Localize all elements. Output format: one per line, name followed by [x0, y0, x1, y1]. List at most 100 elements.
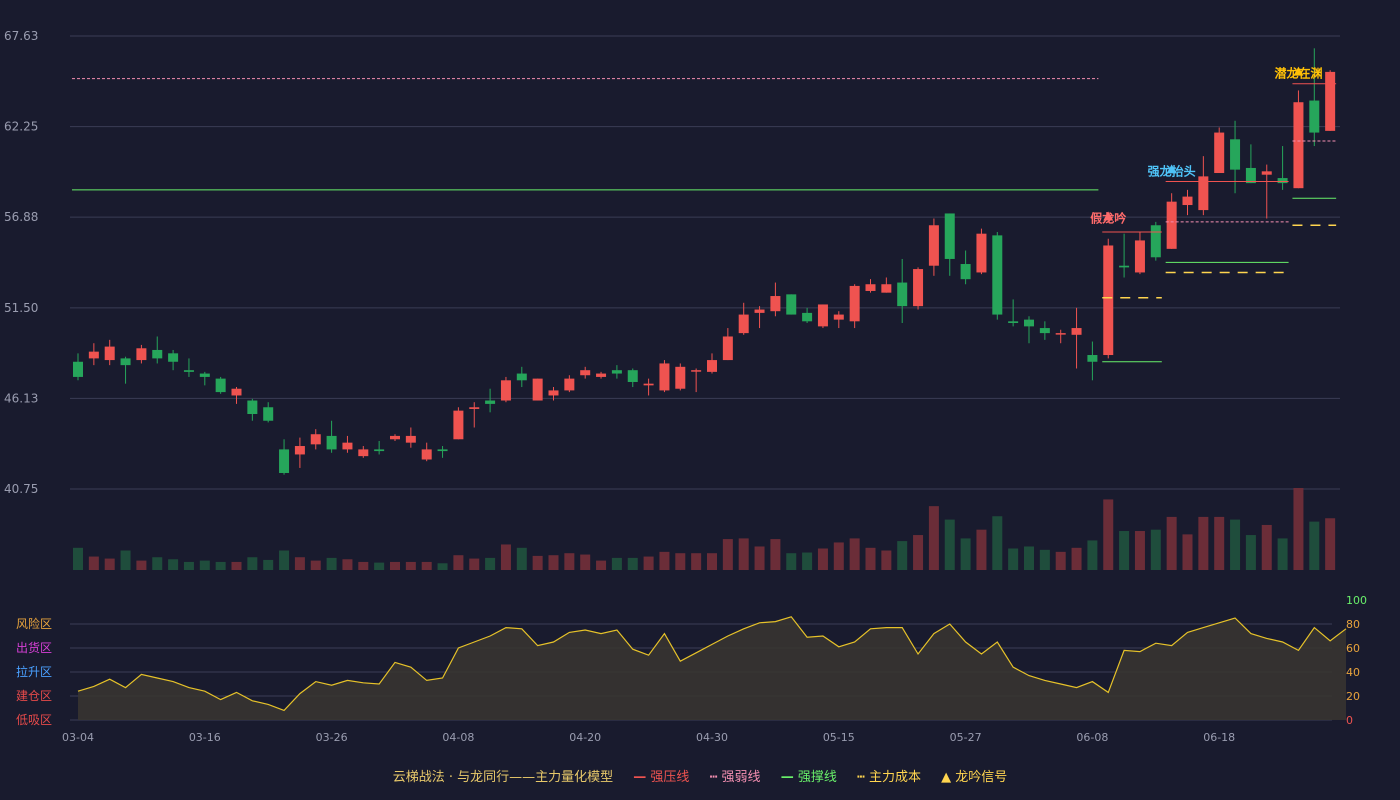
osc-tick-label: 100 [1346, 594, 1367, 607]
volume-bar [294, 557, 305, 570]
volume-bar [1214, 516, 1225, 570]
zone-label: 风险区 [16, 616, 52, 631]
volume-bar [564, 553, 575, 570]
zone-label: 拉升区 [16, 664, 52, 679]
volume-bar [263, 559, 274, 570]
candle-body [691, 370, 702, 372]
candle-body [849, 285, 860, 322]
volume-bar [944, 519, 955, 570]
volume-bar [1055, 551, 1066, 570]
volume-bar [1325, 518, 1336, 570]
candle-body [659, 363, 670, 391]
candle-body [485, 400, 496, 404]
legend-item-signal: ▲ 龙吟信号 [941, 770, 1007, 785]
volume-bar [73, 547, 83, 570]
volume-bar [802, 552, 813, 570]
candle-body [1198, 176, 1209, 211]
candle-body [1166, 201, 1177, 249]
volume-bar [1008, 548, 1019, 570]
triangle-icon: ▲ [941, 770, 952, 785]
candle-body [802, 312, 813, 322]
candle-body [1008, 321, 1019, 324]
x-tick-label: 04-08 [442, 731, 474, 744]
volume-bar [833, 542, 844, 570]
candle-body [738, 314, 749, 334]
volume-bar [1103, 499, 1114, 570]
candle-body [342, 442, 353, 450]
signal-triangle-icon [1166, 164, 1177, 174]
pressure-line-icon: — [633, 770, 647, 785]
candle-body [104, 346, 115, 361]
price-tick-label: 46.13 [4, 391, 38, 405]
candle-body [310, 434, 321, 445]
signal-label: 潜龙在渊 [1274, 66, 1322, 81]
volume-bar [1198, 516, 1209, 570]
legend-label: 龙吟信号 [955, 770, 1008, 785]
volume-bar [913, 535, 924, 570]
candle-body [770, 296, 781, 312]
legend: 云梯战法 · 与龙同行——主力量化模型 — 强压线 ┅ 强弱线 — 强撑线 ┅ … [0, 766, 1400, 785]
volume-bar [960, 538, 971, 570]
candle-body [675, 366, 686, 389]
x-tick-label: 03-26 [316, 731, 348, 744]
candle-body [897, 282, 908, 307]
candle-body [532, 378, 543, 401]
volume-bar [390, 561, 400, 570]
x-tick-label: 04-20 [569, 731, 601, 744]
candle-body [1024, 319, 1034, 327]
volume-bar [1166, 516, 1177, 570]
candle-body [199, 373, 210, 377]
zone-label: 出货区 [16, 640, 52, 655]
candle-body [390, 435, 400, 440]
weak-line-icon: ┅ [709, 770, 718, 785]
volume-bar [817, 548, 828, 570]
price-tick-label: 67.63 [4, 29, 38, 43]
volume-bars [73, 488, 1336, 570]
volume-bar [485, 557, 496, 570]
support-line-icon: — [780, 770, 794, 785]
volume-bar [1024, 546, 1034, 570]
x-tick-label: 05-15 [823, 731, 855, 744]
candle-body [1261, 171, 1272, 175]
osc-tick-label: 60 [1346, 642, 1360, 655]
volume-bar [516, 547, 527, 570]
zone-label: 建仓区 [16, 689, 52, 703]
x-tick-label: 06-18 [1203, 731, 1235, 744]
signal-triangle-icon [1293, 66, 1304, 76]
volume-bar [596, 560, 607, 570]
osc-tick-label: 20 [1346, 690, 1360, 703]
candle-body [120, 358, 131, 366]
candle-body [88, 351, 99, 359]
candle-body [881, 284, 892, 293]
legend-item-weak: ┅ 强弱线 [710, 770, 761, 785]
volume-bar [326, 557, 337, 570]
x-tick-label: 05-27 [950, 731, 982, 744]
candle-body [817, 304, 828, 327]
volume-bar [928, 506, 939, 570]
candlesticks [73, 48, 1336, 475]
candle-body [1182, 196, 1193, 206]
candle-body [516, 373, 527, 381]
candle-body [279, 449, 290, 473]
oscillator-axis: 100 80 60 40 20 0 [1346, 594, 1367, 727]
volume-bar [279, 550, 290, 570]
volume-bar [469, 558, 480, 570]
price-grid [70, 35, 1340, 490]
candle-body [1214, 132, 1225, 174]
x-tick-label: 04-30 [696, 731, 728, 744]
price-axis: 67.63 62.25 56.88 51.50 46.13 40.75 [4, 29, 38, 496]
legend-item-pressure: — 强压线 [633, 770, 689, 785]
volume-bar [1039, 549, 1050, 570]
volume-bar [199, 560, 210, 570]
candle-body [1150, 225, 1161, 258]
volume-bar [992, 516, 1003, 570]
candle-body [707, 360, 717, 372]
volume-bar [152, 557, 163, 570]
candle-body [944, 213, 955, 259]
candle-body [548, 390, 559, 396]
oscillator [77, 616, 1347, 720]
candle-body [421, 449, 432, 460]
legend-label: 主力成本 [868, 770, 921, 785]
volume-bar [532, 555, 543, 570]
